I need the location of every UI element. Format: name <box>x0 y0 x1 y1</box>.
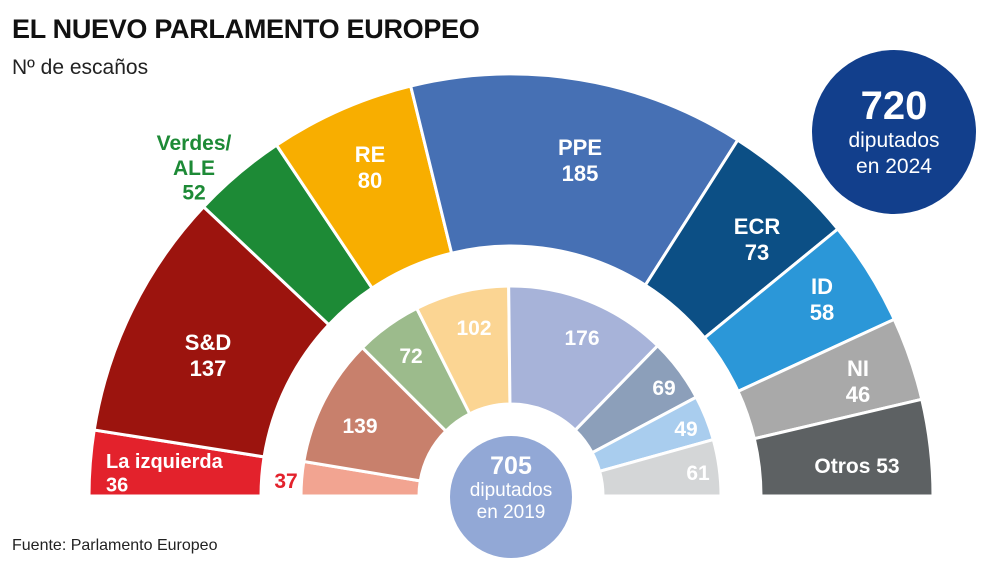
ring-2019 <box>299 284 723 498</box>
seat-label-2019-verdes-ale: 72 <box>399 345 422 368</box>
seat-label-2019-id: 49 <box>674 418 697 441</box>
seat-label-2019-la-izquierda: 37 <box>274 470 297 493</box>
seat-label-2024-verdes-ale: Verdes/ALE 52 <box>157 132 232 205</box>
total-2024-line2: en 2024 <box>856 155 932 178</box>
seat-label-2024-re: RE 80 <box>355 142 386 193</box>
total-2019-line2: en 2019 <box>476 502 546 523</box>
seat-label-2024-id: ID 58 <box>810 274 834 325</box>
total-badge-2024: 720 diputados en 2024 <box>812 50 976 214</box>
ring-2024 <box>87 72 935 498</box>
source-note: Fuente: Parlamento Europeo <box>12 537 218 554</box>
total-2024-line1: diputados <box>848 129 940 152</box>
seat-label-2024-ecr: ECR 73 <box>734 214 781 265</box>
seat-segment-2019-ni-otros <box>597 437 723 498</box>
seat-segment-2024-otros <box>752 397 935 498</box>
seat-label-2019-re: 102 <box>456 317 491 340</box>
chart-title: EL NUEVO PARLAMENTO EUROPEO <box>12 14 480 44</box>
seat-label-2019-ni-otros: 61 <box>686 462 710 485</box>
chart-subtitle: Nº de escaños <box>12 56 149 79</box>
seat-label-2024-s-d: S&D 137 <box>185 330 231 381</box>
seat-label-2024-otros: Otros 53 <box>814 455 899 478</box>
total-badge-2019: 705 diputados en 2019 <box>450 436 572 558</box>
total-2019-line1: diputados <box>469 480 553 501</box>
seat-label-2019-ecr: 69 <box>652 377 675 400</box>
seat-labels: La izquierda 36 S&D 137 Verdes/ALE 52 RE 80 PPE 1… <box>106 132 900 497</box>
total-2019-number: 705 <box>490 452 532 480</box>
seat-label-2024-ppe: PPE 185 <box>558 135 602 186</box>
seat-label-2024-ni: NI 46 <box>846 356 870 407</box>
seat-label-2024-la-izquierda: La izquierda 36 <box>106 451 224 497</box>
seat-label-2019-s-d: 139 <box>342 415 377 438</box>
total-2024-number: 720 <box>860 84 928 128</box>
seat-label-2019-ppe: 176 <box>564 327 599 350</box>
